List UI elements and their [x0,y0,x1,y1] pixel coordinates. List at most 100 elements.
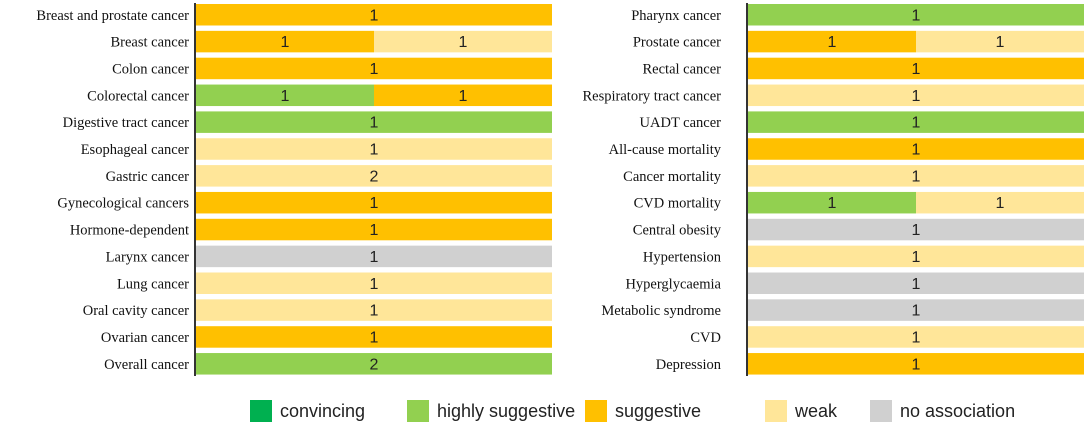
data-label: 1 [996,195,1005,212]
data-label: 1 [370,115,379,132]
data-label: 1 [370,195,379,212]
legend-swatch-no-association [870,400,892,422]
category-label: CVD mortality [634,196,722,212]
legend-label-highly-suggestive: highly suggestive [437,401,576,421]
category-label: Respiratory tract cancer [583,88,722,104]
bar-suggestive-hormone-dependent [196,218,552,241]
bar-suggestive-colorectal-cancer [374,84,552,107]
bar-highly-suggestive-colorectal-cancer [196,84,374,107]
category-label: UADT cancer [640,115,722,131]
data-label: 1 [370,249,379,266]
legend-label-convincing: convincing [280,401,366,421]
category-label: Overall cancer [104,357,189,373]
bar-suggestive-gynecological-cancers [196,191,552,214]
category-label: CVD [690,330,721,346]
bar-suggestive-all-cause-mortality [748,138,1084,160]
bar-suggestive-rectal-cancer [748,57,1084,80]
data-label: 1 [912,222,921,239]
bar-weak-hypertension [748,245,1084,268]
data-label: 1 [370,303,379,320]
bar-weak-cancer-mortality [748,165,1084,187]
panel-right: Pharynx cancer 1 Prostate cancer 1 1 Rectal c… [583,3,1084,376]
bar-highly-suggestive-pharynx-cancer [748,4,1084,26]
data-label: 1 [370,329,379,346]
data-label: 1 [828,195,837,212]
bar-suggestive-breast-cancer [196,30,374,53]
bar-weak-prostate-cancer [916,30,1084,53]
legend-swatch-suggestive [585,400,607,422]
bar-no-association-larynx-cancer [196,245,552,268]
category-label: Digestive tract cancer [63,115,190,131]
data-label: 1 [459,34,468,51]
data-label: 1 [459,88,468,105]
bar-highly-suggestive-overall-cancer [196,353,552,375]
bar-weak-gastric-cancer [196,165,552,187]
bar-weak-respiratory-tract-cancer [748,84,1084,107]
bar-suggestive-ovarian-cancer [196,326,552,348]
data-label: 1 [996,34,1005,51]
legend-swatch-convincing [250,400,272,422]
data-label: 1 [828,34,837,51]
bar-suggestive-depression [748,353,1084,375]
legend-swatch-weak [765,400,787,422]
category-label: Prostate cancer [633,35,721,51]
bar-weak-cvd [748,326,1084,348]
legend-swatch-highly-suggestive [407,400,429,422]
legend-label-suggestive: suggestive [615,401,702,421]
bar-weak-cvd-mortality [916,191,1084,214]
category-label: Pharynx cancer [631,8,721,24]
data-label: 1 [281,34,290,51]
category-label: Cancer mortality [623,169,722,185]
legend-label-no-association: no association [900,401,1016,421]
data-label: 1 [912,142,921,159]
data-label: 1 [912,249,921,266]
data-label: 2 [370,356,379,373]
bar-highly-suggestive-uadt-cancer [748,111,1084,133]
bar-highly-suggestive-cvd-mortality [748,191,916,214]
bar-weak-breast-cancer [374,30,552,53]
data-label: 1 [370,7,379,24]
data-label: 1 [912,303,921,320]
category-label: Rectal cancer [643,61,722,77]
category-label: Hypertension [643,249,722,265]
category-label: Gastric cancer [106,169,189,185]
category-label: Esophageal cancer [81,142,189,158]
bar-suggestive-colon-cancer [196,57,552,80]
data-label: 1 [912,356,921,373]
bar-suggestive-breast-and-prostate-cancer [196,4,552,26]
bar-weak-lung-cancer [196,272,552,294]
category-label: Larynx cancer [106,249,189,265]
bar-no-association-metabolic-syndrome [748,299,1084,321]
category-label: Gynecological cancers [57,196,189,212]
data-label: 1 [912,329,921,346]
category-label: Depression [656,357,722,373]
category-label: Colorectal cancer [87,88,189,104]
category-label: Metabolic syndrome [601,303,721,319]
data-label: 1 [370,276,379,293]
category-label: Lung cancer [117,276,189,292]
category-label: Oral cavity cancer [83,303,189,319]
data-label: 1 [912,276,921,293]
data-label: 1 [281,88,290,105]
bar-weak-esophageal-cancer [196,138,552,160]
category-label: Hyperglycaemia [625,276,721,292]
category-label: Colon cancer [112,61,189,77]
bar-no-association-central-obesity [748,218,1084,241]
bar-weak-oral-cavity-cancer [196,299,552,321]
category-label: Breast cancer [111,35,190,51]
legend: convincing highly suggestive suggestive … [0,394,1084,428]
data-label: 2 [370,168,379,185]
category-label: Central obesity [633,223,722,239]
category-label: Hormone-dependent [70,223,189,239]
data-label: 1 [370,61,379,78]
data-label: 1 [912,88,921,105]
bar-suggestive-prostate-cancer [748,30,916,53]
bar-highly-suggestive-digestive-tract-cancer [196,111,552,133]
category-label: All-cause mortality [609,142,722,158]
data-label: 1 [370,142,379,159]
legend-label-weak: weak [795,401,838,421]
data-label: 1 [370,222,379,239]
bar-no-association-hyperglycaemia [748,272,1084,294]
category-label: Ovarian cancer [101,330,189,346]
